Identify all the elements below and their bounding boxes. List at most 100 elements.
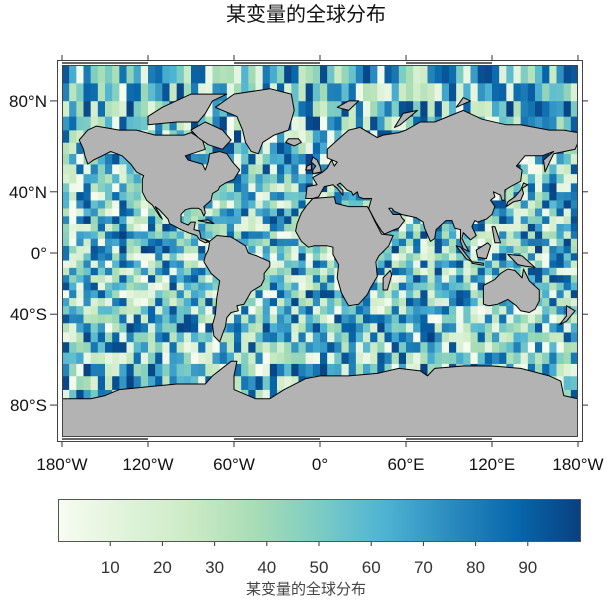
- grid-cell: [420, 332, 428, 343]
- grid-cell: [241, 322, 249, 333]
- grid-cell: [69, 183, 77, 193]
- grid-cell: [456, 100, 464, 117]
- grid-cell: [69, 253, 77, 261]
- grid-cell: [384, 314, 392, 324]
- grid-cell: [420, 83, 428, 102]
- grid-cell: [97, 375, 106, 390]
- grid-cell: [133, 314, 142, 324]
- grid-cell: [105, 231, 113, 239]
- grid-cell: [62, 305, 70, 315]
- grid-cell: [248, 191, 256, 201]
- grid-cell: [69, 65, 77, 84]
- grid-cell: [556, 116, 564, 131]
- grid-cell: [255, 322, 263, 333]
- grid-cell: [255, 208, 263, 217]
- grid-cell: [284, 200, 292, 209]
- grid-cell: [484, 231, 493, 239]
- grid-cell: [298, 253, 306, 261]
- grid-cell: [434, 332, 443, 343]
- grid-cell: [269, 375, 278, 390]
- grid-cell: [198, 352, 206, 364]
- grid-cell: [477, 322, 486, 333]
- grid-cell: [205, 297, 213, 307]
- grid-cell: [284, 65, 292, 84]
- grid-cell: [327, 183, 335, 193]
- grid-cell: [499, 116, 507, 131]
- grid-cell: [140, 267, 149, 276]
- grid-cell: [119, 208, 127, 217]
- grid-cell: [169, 282, 177, 291]
- grid-cell: [305, 363, 314, 377]
- grid-cell: [312, 253, 321, 261]
- grid-cell: [305, 153, 314, 165]
- grid-cell: [391, 297, 400, 307]
- grid-cell: [527, 274, 536, 283]
- grid-cell: [506, 191, 514, 201]
- grid-cell: [69, 130, 77, 143]
- grid-cell: [262, 191, 271, 201]
- grid-cell: [62, 322, 70, 333]
- grid-cell: [69, 341, 77, 353]
- grid-cell: [334, 332, 342, 343]
- grid-cell: [327, 282, 335, 291]
- grid-cell: [355, 65, 364, 84]
- grid-cell: [191, 245, 199, 254]
- grid-cell: [183, 260, 192, 268]
- grid-cell: [398, 289, 407, 299]
- grid-cell: [112, 375, 120, 390]
- grid-cell: [506, 116, 514, 131]
- grid-cell: [441, 322, 450, 333]
- grid-cell: [427, 322, 435, 333]
- grid-cell: [305, 83, 314, 102]
- grid-cell: [76, 363, 84, 377]
- grid-cell: [241, 363, 249, 377]
- grid-cell: [83, 100, 91, 117]
- grid-cell: [169, 341, 177, 353]
- grid-cell: [69, 289, 77, 299]
- grid-cell: [97, 200, 106, 209]
- grid-cell: [363, 352, 371, 364]
- grid-cell: [169, 332, 177, 343]
- grid-cell: [112, 208, 120, 217]
- grid-cell: [527, 253, 536, 261]
- landmass-java: [471, 261, 484, 266]
- lon-tick-label: 60°W: [213, 455, 255, 474]
- grid-cell: [191, 116, 199, 131]
- grid-cell: [334, 352, 342, 364]
- grid-cell: [556, 183, 564, 193]
- grid-cell: [62, 289, 70, 299]
- grid-cell: [219, 352, 228, 364]
- grid-cell: [126, 245, 134, 254]
- grid-cell: [535, 238, 543, 247]
- grid-cell: [549, 231, 557, 239]
- grid-cell: [427, 253, 435, 261]
- grid-cell: [563, 208, 572, 217]
- grid-cell: [535, 191, 543, 201]
- grid-cell: [112, 223, 120, 232]
- grid-cell: [90, 274, 99, 283]
- grid-cell: [527, 208, 536, 217]
- grid-cell: [105, 282, 113, 291]
- grid-cell: [105, 341, 113, 353]
- grid-cell: [506, 183, 514, 193]
- grid-cell: [549, 191, 557, 201]
- grid-cell: [492, 65, 500, 84]
- grid-cell: [549, 223, 557, 232]
- grid-cell: [556, 164, 564, 175]
- landmass-eurasia: [305, 109, 578, 253]
- grid-cell: [126, 332, 134, 343]
- grid-cell: [90, 305, 99, 315]
- grid-cell: [262, 389, 271, 406]
- grid-cell: [570, 164, 578, 175]
- grid-cell: [341, 314, 349, 324]
- grid-cell: [348, 363, 357, 377]
- landmass-severnaya-zemlya: [455, 97, 471, 108]
- grid-cell: [499, 231, 507, 239]
- grid-cell: [406, 352, 414, 364]
- grid-cell: [341, 332, 349, 343]
- grid-cell: [449, 314, 457, 324]
- grid-cell: [312, 267, 321, 276]
- grid-cell: [312, 322, 321, 333]
- grid-cell: [133, 216, 142, 224]
- grid-cell: [384, 297, 392, 307]
